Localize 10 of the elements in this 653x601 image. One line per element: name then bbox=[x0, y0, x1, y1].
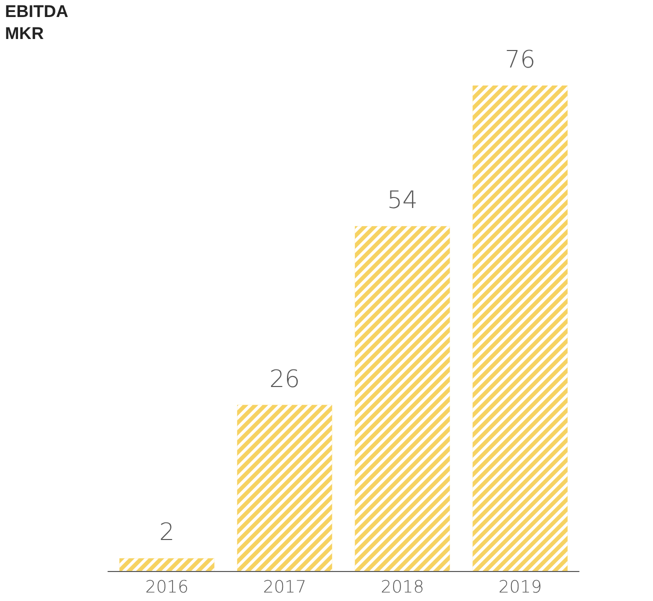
data-label: 26 bbox=[269, 364, 300, 393]
x-tick-label: 2018 bbox=[380, 578, 424, 598]
x-tick-label: 2017 bbox=[262, 578, 306, 598]
data-label: 2 bbox=[159, 518, 175, 546]
y-axis-title: MKR bbox=[5, 24, 44, 43]
x-tick-label: 2019 bbox=[498, 578, 542, 598]
x-tick-label: 2016 bbox=[145, 578, 189, 598]
chart-title: EBITDA bbox=[5, 2, 68, 21]
data-label: 54 bbox=[387, 186, 418, 214]
data-label: 76 bbox=[504, 46, 536, 74]
